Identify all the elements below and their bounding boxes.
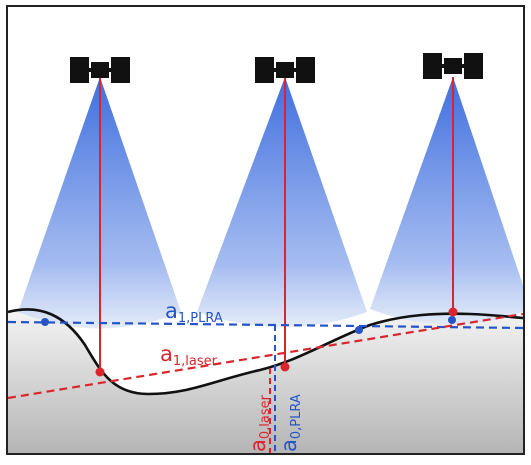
laser-point-left	[95, 367, 105, 377]
radar-beam-middle	[197, 77, 367, 327]
satellite-middle-icon	[255, 57, 315, 83]
label-a1-laser: a1,laser	[160, 342, 218, 369]
plra-point-middle	[355, 326, 363, 334]
plra-point-right	[448, 316, 456, 324]
ground	[8, 309, 523, 453]
label-a0-laser: a0,laser	[246, 394, 273, 452]
satellite-right-icon	[423, 53, 483, 79]
laser-reference-line	[8, 312, 523, 400]
laser-point-middle	[280, 362, 290, 372]
laser-point-right	[448, 307, 458, 317]
label-a0-plra: a0,PLRA	[277, 394, 304, 452]
terrain-surface	[8, 308, 523, 396]
satellite-left-icon	[70, 57, 130, 83]
radar-beam-right	[370, 77, 523, 325]
label-a1-plra: a1,PLRA	[165, 299, 223, 326]
plra-point-left	[41, 318, 49, 326]
